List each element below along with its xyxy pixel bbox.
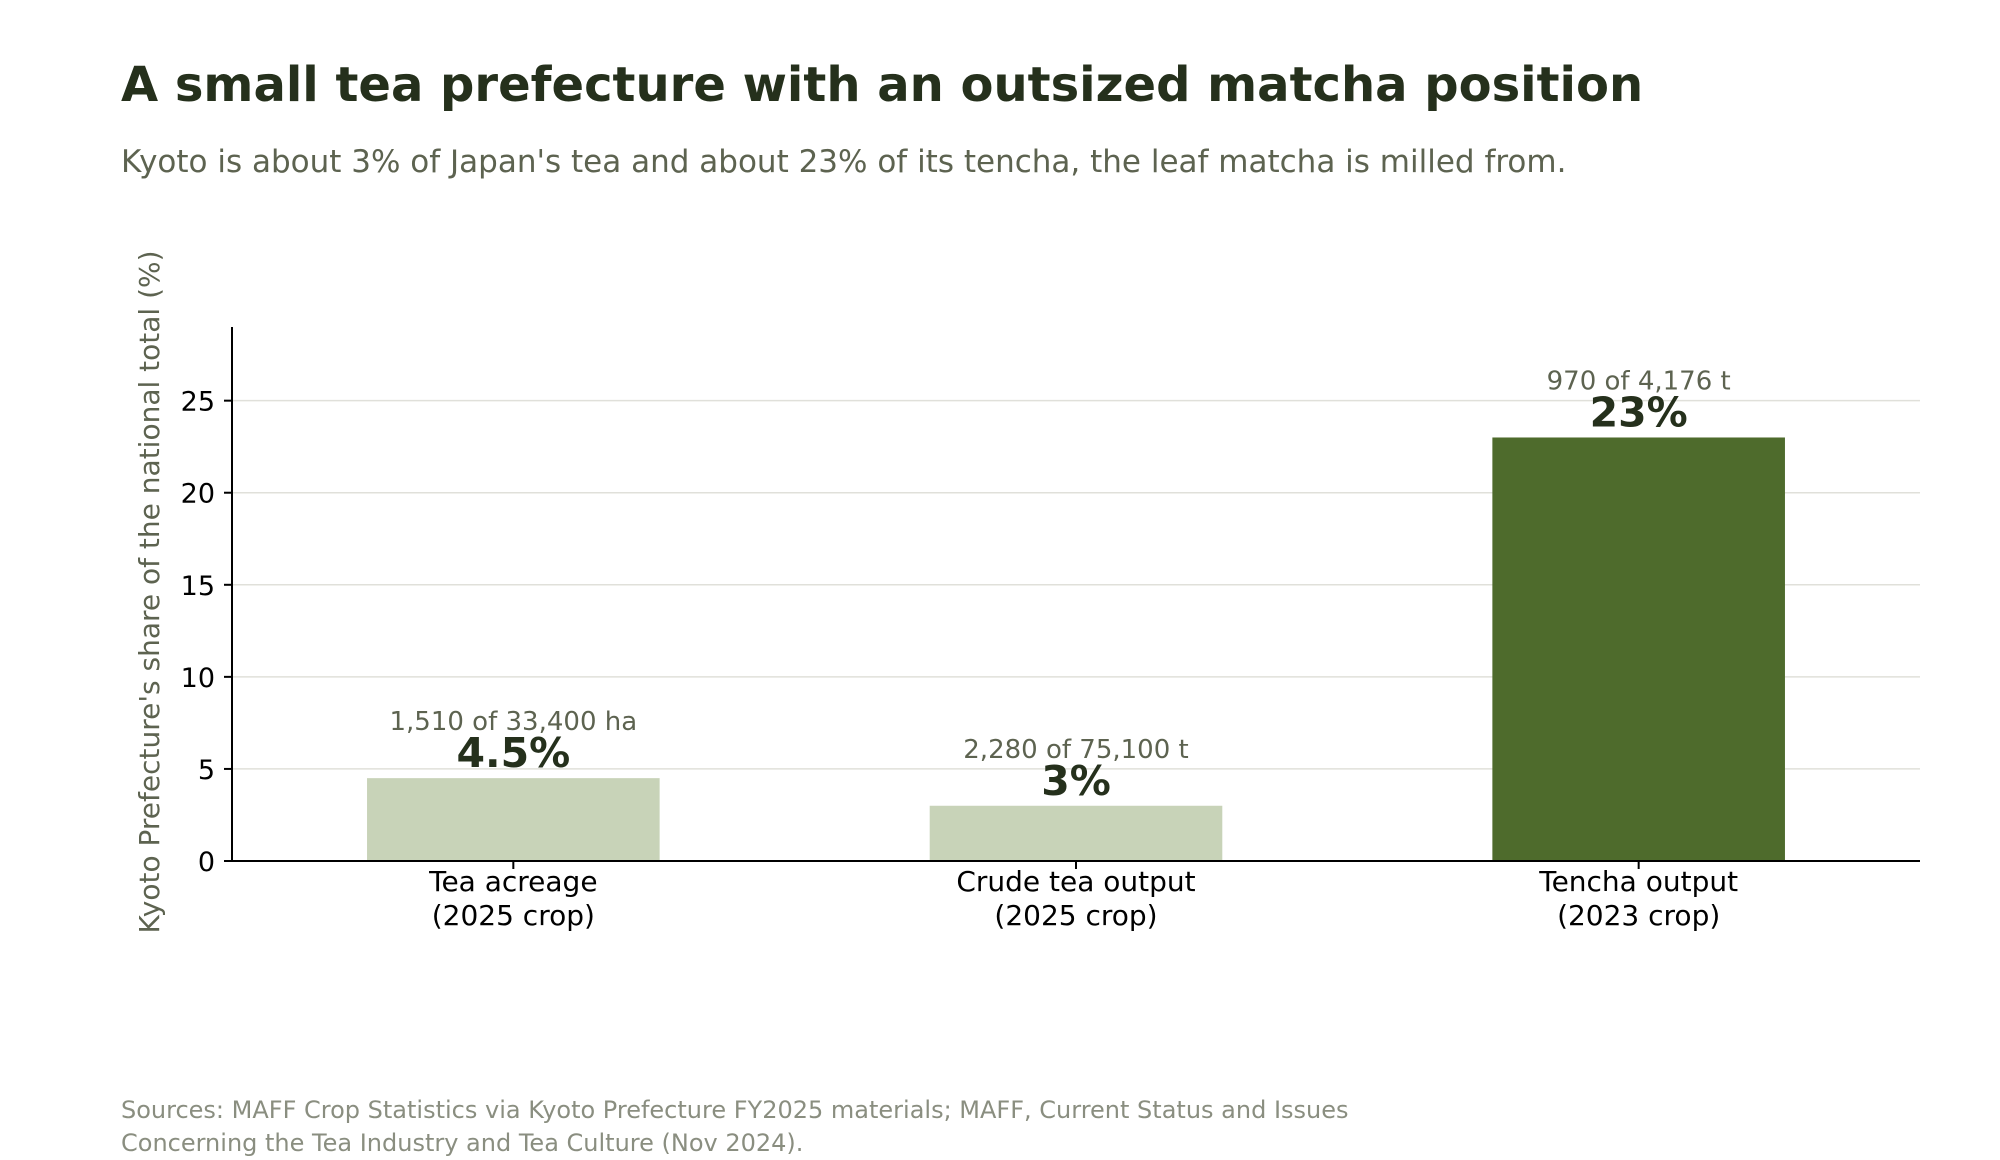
detail-label-0: 1,510 of 33,400 ha (389, 707, 637, 737)
y-tick-label-0: 0 (198, 847, 215, 878)
detail-label-2: 970 of 4,176 t (1547, 366, 1731, 396)
x-tick-label-0-line-0: Tea acreage (428, 865, 597, 898)
source-note-line-2: Concerning the Tea Industry and Tea Cult… (121, 1129, 803, 1157)
y-axis-label: Kyoto Prefecture's share of the national… (133, 250, 166, 933)
bar-2 (1492, 437, 1785, 861)
bars (367, 437, 1785, 861)
value-label-1: 3% (1041, 757, 1111, 805)
detail-label-1: 2,280 of 75,100 t (963, 735, 1188, 765)
chart-title: A small tea prefecture with an outsized … (121, 57, 1643, 113)
y-tick-label-25: 25 (181, 387, 215, 418)
chart-subtitle: Kyoto is about 3% of Japan's tea and abo… (121, 144, 1566, 180)
y-tick-label-20: 20 (181, 479, 215, 510)
value-label-0: 4.5% (456, 729, 570, 777)
bar-0 (367, 778, 660, 861)
y-tick-label-15: 15 (181, 571, 215, 602)
bar-1 (929, 805, 1223, 861)
value-label-2: 23% (1590, 388, 1688, 436)
y-tick-label-10: 10 (181, 663, 215, 694)
source-note-line-1: Sources: MAFF Crop Statistics via Kyoto … (121, 1096, 1349, 1124)
x-tick-label-0-line-1: (2025 crop) (432, 899, 595, 932)
x-tick-label-1-line-0: Crude tea output (956, 865, 1195, 898)
x-tick-label-2-line-0: Tencha output (1538, 865, 1738, 898)
y-tick-label-5: 5 (198, 755, 215, 786)
x-tick-label-1-line-1: (2025 crop) (994, 899, 1157, 932)
data-labels: 4.5%1,510 of 33,400 ha 3%2,280 of 75,100 … (389, 366, 1730, 804)
x-tick-label-2-line-1: (2023 crop) (1557, 899, 1720, 932)
